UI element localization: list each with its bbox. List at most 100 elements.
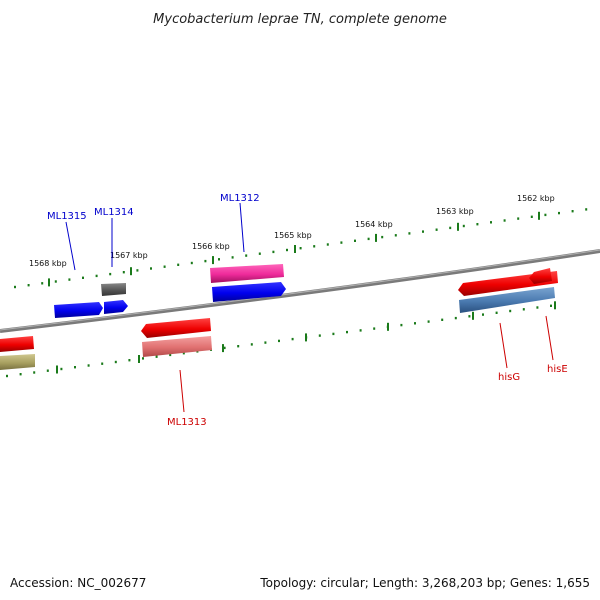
inner-track-minor-tick [468,315,471,318]
inner-track-minor-tick [291,337,294,341]
inner-track-minor-tick [169,353,172,357]
inner-track-minor-tick [128,359,131,362]
tick-label-1564: 1564 kbp [355,220,393,229]
outer-track-minor-tick [204,259,207,263]
outer-track-minor-tick [82,276,84,279]
outer-track-minor-tick [530,215,533,218]
gene-salmon[interactable] [142,336,212,357]
outer-track-minor-tick [394,234,397,237]
outer-track-minor-tick [27,284,30,287]
inner-track-major-tick [305,333,307,342]
inner-track-minor-tick [318,334,321,337]
outer-track-major-tick [212,256,214,265]
inner-track-minor-tick [155,355,158,358]
inner-track-minor-tick [359,329,362,332]
inner-track-major-tick [56,365,58,374]
tick-label-1568: 1568 kbp [29,259,67,268]
inner-track-minor-tick [414,322,416,325]
inner-track-minor-tick [250,343,253,346]
gene-left-olive[interactable] [0,354,35,370]
outer-track-minor-tick [585,208,588,211]
outer-track-major-tick [538,211,540,220]
genome-summary-text: Topology: circular; Length: 3,268,203 bp… [260,576,590,590]
inner-track-minor-tick [536,306,539,309]
gene-steel[interactable] [459,287,555,313]
inner-track-minor-tick [74,366,76,369]
outer-track-major-tick [48,278,50,287]
genome-backbone [0,249,600,333]
outer-track-minor-tick [95,274,98,278]
outer-track-minor-tick [299,247,302,250]
inner-track-minor-tick [454,316,457,320]
inner-track-minor-tick [427,320,430,323]
inner-track-minor-tick [60,367,63,371]
inner-track-minor-tick [19,373,22,376]
inner-track-minor-tick [87,364,90,367]
inner-scale-track [6,301,556,378]
outer-track-minor-tick [218,258,220,261]
inner-track-minor-tick [6,374,8,378]
gene-hisE[interactable] [529,268,552,284]
outer-track-minor-tick [286,248,288,252]
outer-track-major-tick [130,267,132,276]
label-ML1313[interactable]: ML1313 [167,417,207,428]
outer-track-minor-tick [422,230,424,233]
inner-track-major-tick [387,322,389,331]
gene-ML1315[interactable] [54,302,103,318]
label-ML1315[interactable]: ML1315 [47,211,87,222]
outer-track-minor-tick [354,239,356,242]
inner-track-minor-tick [278,339,280,343]
label-hisE[interactable]: hisE [547,364,568,375]
gene-pink[interactable] [210,264,284,283]
outer-track-minor-tick [109,272,112,276]
inner-track-minor-tick [142,357,144,360]
outer-track-minor-tick [326,243,329,246]
outer-track-major-tick [457,222,459,231]
outer-track-minor-tick [313,245,316,248]
tick-label-1566: 1566 kbp [192,242,230,251]
outer-track-minor-tick [54,280,57,283]
outer-track-minor-tick [231,256,234,259]
outer-track-major-tick [294,245,296,253]
inner-track-major-tick [554,301,556,310]
inner-track-minor-tick [264,341,267,344]
label-ML1314[interactable]: ML1314 [94,207,134,218]
inner-track-minor-tick [550,304,552,307]
inner-track-minor-tick [346,330,348,334]
outer-track-minor-tick [435,228,438,231]
gene-left-red[interactable] [0,336,34,352]
inner-track-minor-tick [182,352,185,355]
tick-label-1565: 1565 kbp [274,231,312,240]
label-leaders [65,202,554,413]
tick-labels: 1568 kbp 1567 kbp 1566 kbp 1565 kbp 1564… [29,194,555,268]
inner-track-minor-tick [46,369,49,372]
outer-track-minor-tick [381,235,384,239]
outer-track-minor-tick [41,282,44,285]
outer-track-minor-tick [340,241,343,244]
outer-track-minor-tick [517,217,520,220]
inner-track-major-tick [222,344,224,353]
gene-ML1313[interactable] [141,318,211,338]
outer-track-minor-tick [367,237,370,241]
inner-track-minor-tick [373,327,376,330]
inner-track-minor-tick [332,332,335,336]
inner-track-minor-tick [441,318,444,321]
outer-track-minor-tick [408,232,411,235]
outer-track-minor-tick [258,252,261,255]
inner-track-minor-tick [223,346,226,350]
inner-track-minor-tick [101,362,104,365]
outer-track-minor-tick [449,226,452,230]
gene-ML1314[interactable] [104,300,128,314]
inner-track-minor-tick [482,313,484,316]
inner-track-minor-tick [509,309,512,313]
inner-track-major-tick [472,311,474,320]
label-ML1312[interactable]: ML1312 [220,193,260,204]
inner-track-major-tick [138,355,140,363]
outer-track-minor-tick [476,223,479,226]
inner-track-minor-tick [522,308,525,311]
inner-track-minor-tick [237,345,240,348]
label-hisG[interactable]: hisG [498,372,520,383]
gene-ML1312[interactable] [212,282,286,302]
gene-ML1314-gray[interactable] [101,283,126,296]
